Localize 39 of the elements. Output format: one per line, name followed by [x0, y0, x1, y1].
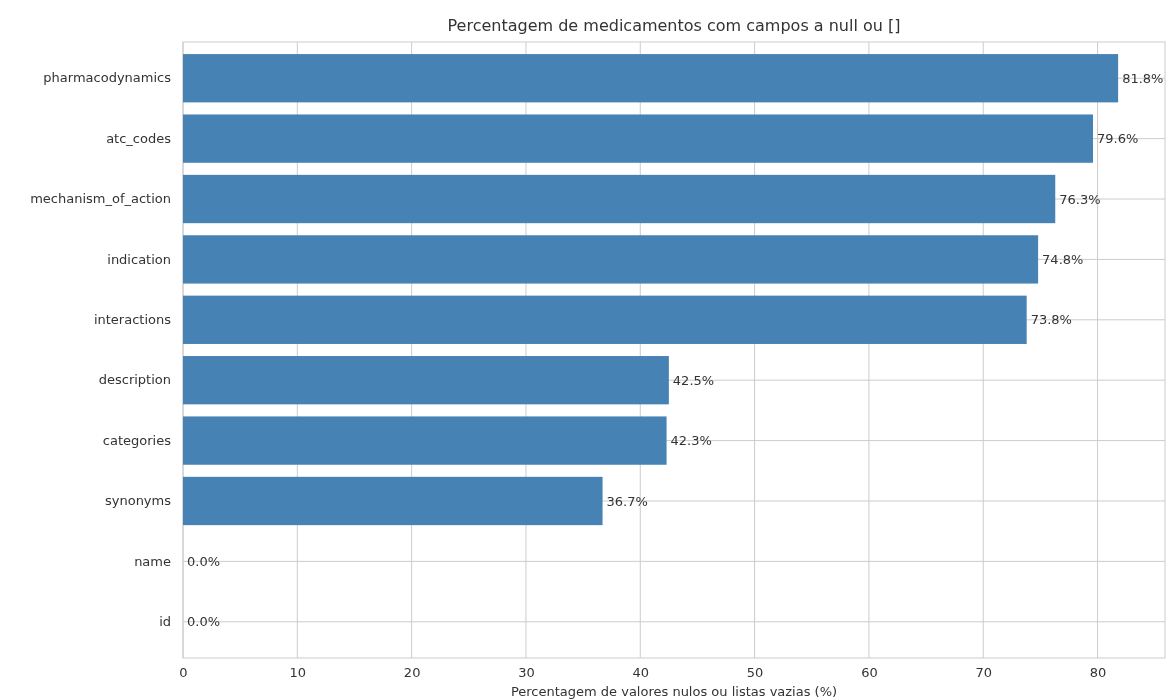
y-tick-label: interactions [93, 311, 172, 327]
bar [183, 416, 667, 465]
x-tick-label: 60 [861, 665, 878, 681]
y-tick-label: categories [102, 432, 172, 448]
data-label: 42.5% [672, 372, 715, 388]
x-tick-label: 20 [403, 665, 421, 681]
data-label: 0.0% [187, 614, 221, 630]
chart-title: Percentagem de medicamentos com campos a null ou [] [447, 16, 901, 35]
x-tick-label: 50 [746, 665, 764, 681]
x-tick-label: 30 [518, 665, 535, 681]
bar [183, 235, 1039, 284]
x-tick-label: 40 [632, 665, 650, 681]
y-tick-label: id [159, 613, 171, 629]
bar [183, 54, 1119, 103]
y-tick-label: pharmacodynamics [43, 70, 172, 86]
y-tick-label: mechanism_of_action [30, 191, 171, 207]
x-tick-label: 70 [975, 665, 993, 681]
data-label: 73.8% [1030, 312, 1072, 328]
x-tick-label: 0 [179, 665, 188, 681]
y-tick-label: description [98, 372, 171, 388]
bar [183, 295, 1027, 344]
y-tick-label: name [134, 553, 171, 569]
data-label: 81.8% [1122, 70, 1164, 86]
x-tick-label: 10 [289, 665, 307, 681]
y-tick-label: indication [107, 251, 171, 267]
x-axis-title: Percentagem de valores nulos ou listas vazias (%) [510, 684, 838, 699]
x-tick-label: 80 [1089, 665, 1107, 681]
data-label: 79.6% [1096, 131, 1139, 147]
bar [183, 356, 669, 405]
y-tick-label: synonyms [104, 493, 172, 509]
bar [183, 476, 603, 526]
bar [183, 114, 1093, 163]
data-label: 42.3% [670, 433, 712, 449]
data-label: 74.8% [1042, 251, 1084, 267]
data-label: 76.3% [1059, 191, 1101, 207]
data-label: 0.0% [187, 553, 221, 569]
data-label: 36.7% [606, 493, 648, 509]
bar [183, 174, 1056, 224]
y-tick-label: atc_codes [106, 130, 172, 146]
